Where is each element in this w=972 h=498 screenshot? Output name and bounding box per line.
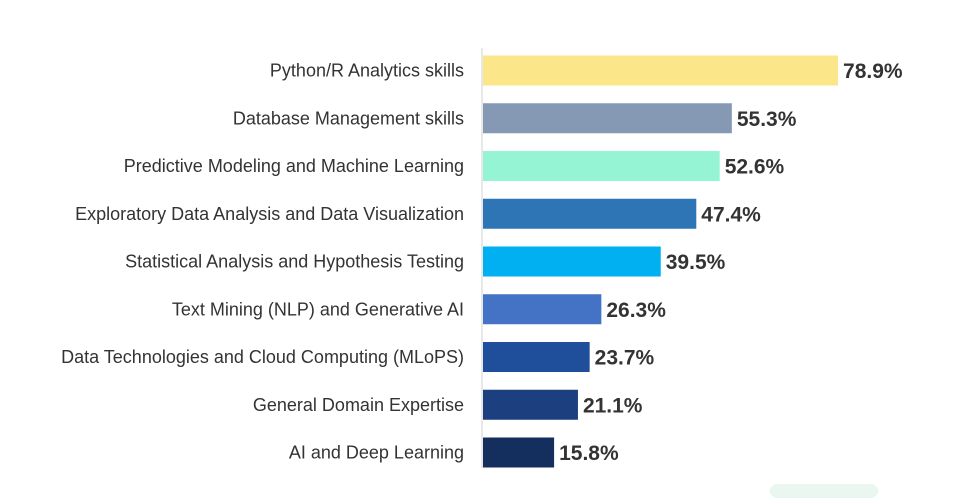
category-label: Python/R Analytics skills [270,61,464,81]
bar [483,103,732,134]
value-label: 78.9% [843,60,903,83]
bars-layer: Python/R Analytics skills 78.9% Database M… [61,55,903,468]
value-label: 55.3% [737,108,797,131]
value-label: 23.7% [595,347,655,370]
value-label: 15.8% [559,442,619,465]
value-label: 47.4% [701,203,761,226]
bar [483,294,602,325]
category-label: AI and Deep Learning [289,443,464,463]
value-label: 26.3% [606,299,666,322]
category-label: Text Mining (NLP) and Generative AI [172,299,464,319]
value-label: 52.6% [725,156,785,179]
bar [483,151,720,181]
category-label: Data Technologies and Cloud Computing (M… [61,347,464,367]
bar [483,389,578,420]
bar [483,437,555,468]
bar [483,198,697,229]
bar [483,246,661,277]
category-label: Exploratory Data Analysis and Data Visua… [75,204,464,224]
category-label: General Domain Expertise [253,395,464,415]
value-label: 21.1% [583,394,643,417]
bar [483,342,590,372]
category-label: Predictive Modeling and Machine Learning [124,156,464,176]
value-label: 39.5% [666,251,726,274]
bar [483,55,839,86]
category-label: Database Management skills [233,108,464,128]
category-label: Statistical Analysis and Hypothesis Test… [125,252,464,272]
decorative-pill [770,484,878,498]
